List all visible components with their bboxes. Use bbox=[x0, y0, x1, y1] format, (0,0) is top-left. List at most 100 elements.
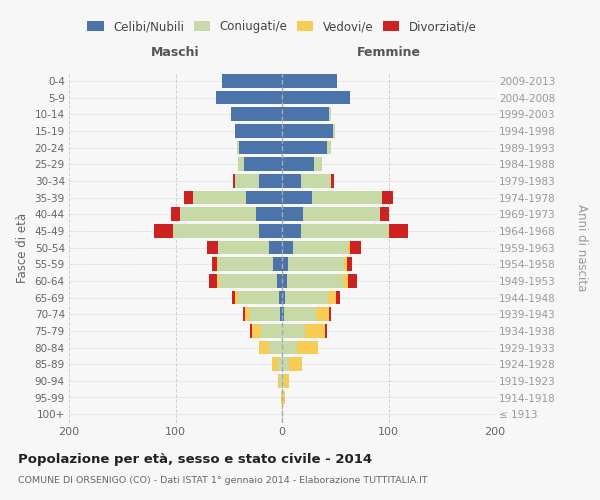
Bar bbox=[277, 274, 282, 287]
Bar bbox=[223, 74, 282, 88]
Bar bbox=[282, 158, 314, 171]
Bar bbox=[209, 274, 217, 287]
Y-axis label: Anni di nascita: Anni di nascita bbox=[575, 204, 589, 291]
Bar bbox=[171, 208, 180, 221]
Bar bbox=[316, 308, 329, 321]
Bar bbox=[289, 258, 344, 271]
Bar bbox=[218, 240, 269, 254]
Text: Popolazione per età, sesso e stato civile - 2014: Popolazione per età, sesso e stato civil… bbox=[18, 452, 372, 466]
Bar bbox=[282, 374, 284, 388]
Bar bbox=[282, 90, 350, 104]
Y-axis label: Fasce di età: Fasce di età bbox=[16, 212, 29, 282]
Bar bbox=[282, 190, 312, 204]
Bar bbox=[284, 374, 289, 388]
Bar bbox=[282, 124, 333, 138]
Bar bbox=[280, 308, 282, 321]
Bar bbox=[280, 374, 282, 388]
Bar bbox=[235, 290, 238, 304]
Legend: Celibi/Nubili, Coniugati/e, Vedovi/e, Divorziati/e: Celibi/Nubili, Coniugati/e, Vedovi/e, Di… bbox=[82, 16, 482, 38]
Bar bbox=[278, 374, 280, 388]
Bar bbox=[350, 240, 361, 254]
Bar bbox=[282, 340, 297, 354]
Bar bbox=[269, 340, 282, 354]
Bar bbox=[282, 290, 285, 304]
Bar bbox=[184, 190, 193, 204]
Bar bbox=[173, 224, 259, 237]
Bar bbox=[246, 190, 282, 204]
Bar bbox=[282, 174, 301, 188]
Bar bbox=[282, 240, 293, 254]
Bar bbox=[281, 390, 282, 404]
Bar bbox=[297, 340, 318, 354]
Bar bbox=[250, 308, 280, 321]
Bar bbox=[154, 224, 173, 237]
Bar bbox=[282, 74, 337, 88]
Bar bbox=[242, 308, 245, 321]
Text: Femmine: Femmine bbox=[356, 46, 421, 59]
Bar bbox=[259, 340, 269, 354]
Bar bbox=[180, 208, 256, 221]
Text: Maschi: Maschi bbox=[151, 46, 200, 59]
Text: COMUNE DI ORSENIGO (CO) - Dati ISTAT 1° gennaio 2014 - Elaborazione TUTTITALIA.I: COMUNE DI ORSENIGO (CO) - Dati ISTAT 1° … bbox=[18, 476, 428, 485]
Bar bbox=[325, 324, 327, 338]
Bar bbox=[235, 124, 282, 138]
Bar bbox=[208, 240, 218, 254]
Bar bbox=[238, 158, 244, 171]
Bar bbox=[329, 108, 331, 121]
Bar bbox=[293, 240, 348, 254]
Bar bbox=[269, 240, 282, 254]
Bar bbox=[301, 174, 331, 188]
Bar bbox=[327, 140, 331, 154]
Bar bbox=[328, 290, 337, 304]
Bar bbox=[389, 224, 407, 237]
Bar bbox=[274, 258, 282, 271]
Bar bbox=[347, 258, 352, 271]
Bar bbox=[348, 274, 356, 287]
Bar bbox=[314, 158, 322, 171]
Bar bbox=[272, 358, 278, 371]
Bar bbox=[239, 140, 282, 154]
Bar bbox=[282, 274, 287, 287]
Bar bbox=[282, 208, 304, 221]
Bar bbox=[217, 258, 218, 271]
Bar bbox=[231, 108, 282, 121]
Bar bbox=[260, 324, 282, 338]
Bar bbox=[329, 308, 331, 321]
Bar bbox=[278, 358, 282, 371]
Bar bbox=[380, 208, 389, 221]
Bar bbox=[193, 190, 246, 204]
Bar bbox=[289, 358, 302, 371]
Bar bbox=[256, 208, 282, 221]
Bar bbox=[282, 324, 305, 338]
Bar bbox=[252, 324, 260, 338]
Bar bbox=[301, 224, 389, 237]
Bar bbox=[282, 224, 301, 237]
Bar bbox=[244, 158, 282, 171]
Bar bbox=[282, 108, 329, 121]
Bar bbox=[333, 124, 335, 138]
Bar bbox=[212, 258, 217, 271]
Bar bbox=[259, 224, 282, 237]
Bar bbox=[344, 258, 347, 271]
Bar bbox=[343, 274, 348, 287]
Bar bbox=[238, 290, 279, 304]
Bar bbox=[259, 174, 282, 188]
Bar bbox=[283, 390, 285, 404]
Bar bbox=[337, 290, 340, 304]
Bar bbox=[218, 258, 274, 271]
Bar bbox=[304, 208, 380, 221]
Bar bbox=[245, 308, 250, 321]
Bar bbox=[348, 240, 350, 254]
Bar bbox=[331, 174, 334, 188]
Bar bbox=[250, 324, 252, 338]
Bar bbox=[279, 290, 282, 304]
Bar bbox=[282, 258, 289, 271]
Bar bbox=[216, 90, 282, 104]
Bar bbox=[217, 274, 219, 287]
Bar bbox=[287, 274, 343, 287]
Bar bbox=[282, 140, 327, 154]
Bar bbox=[282, 358, 289, 371]
Bar bbox=[282, 408, 283, 421]
Bar bbox=[285, 290, 328, 304]
Bar bbox=[282, 308, 284, 321]
